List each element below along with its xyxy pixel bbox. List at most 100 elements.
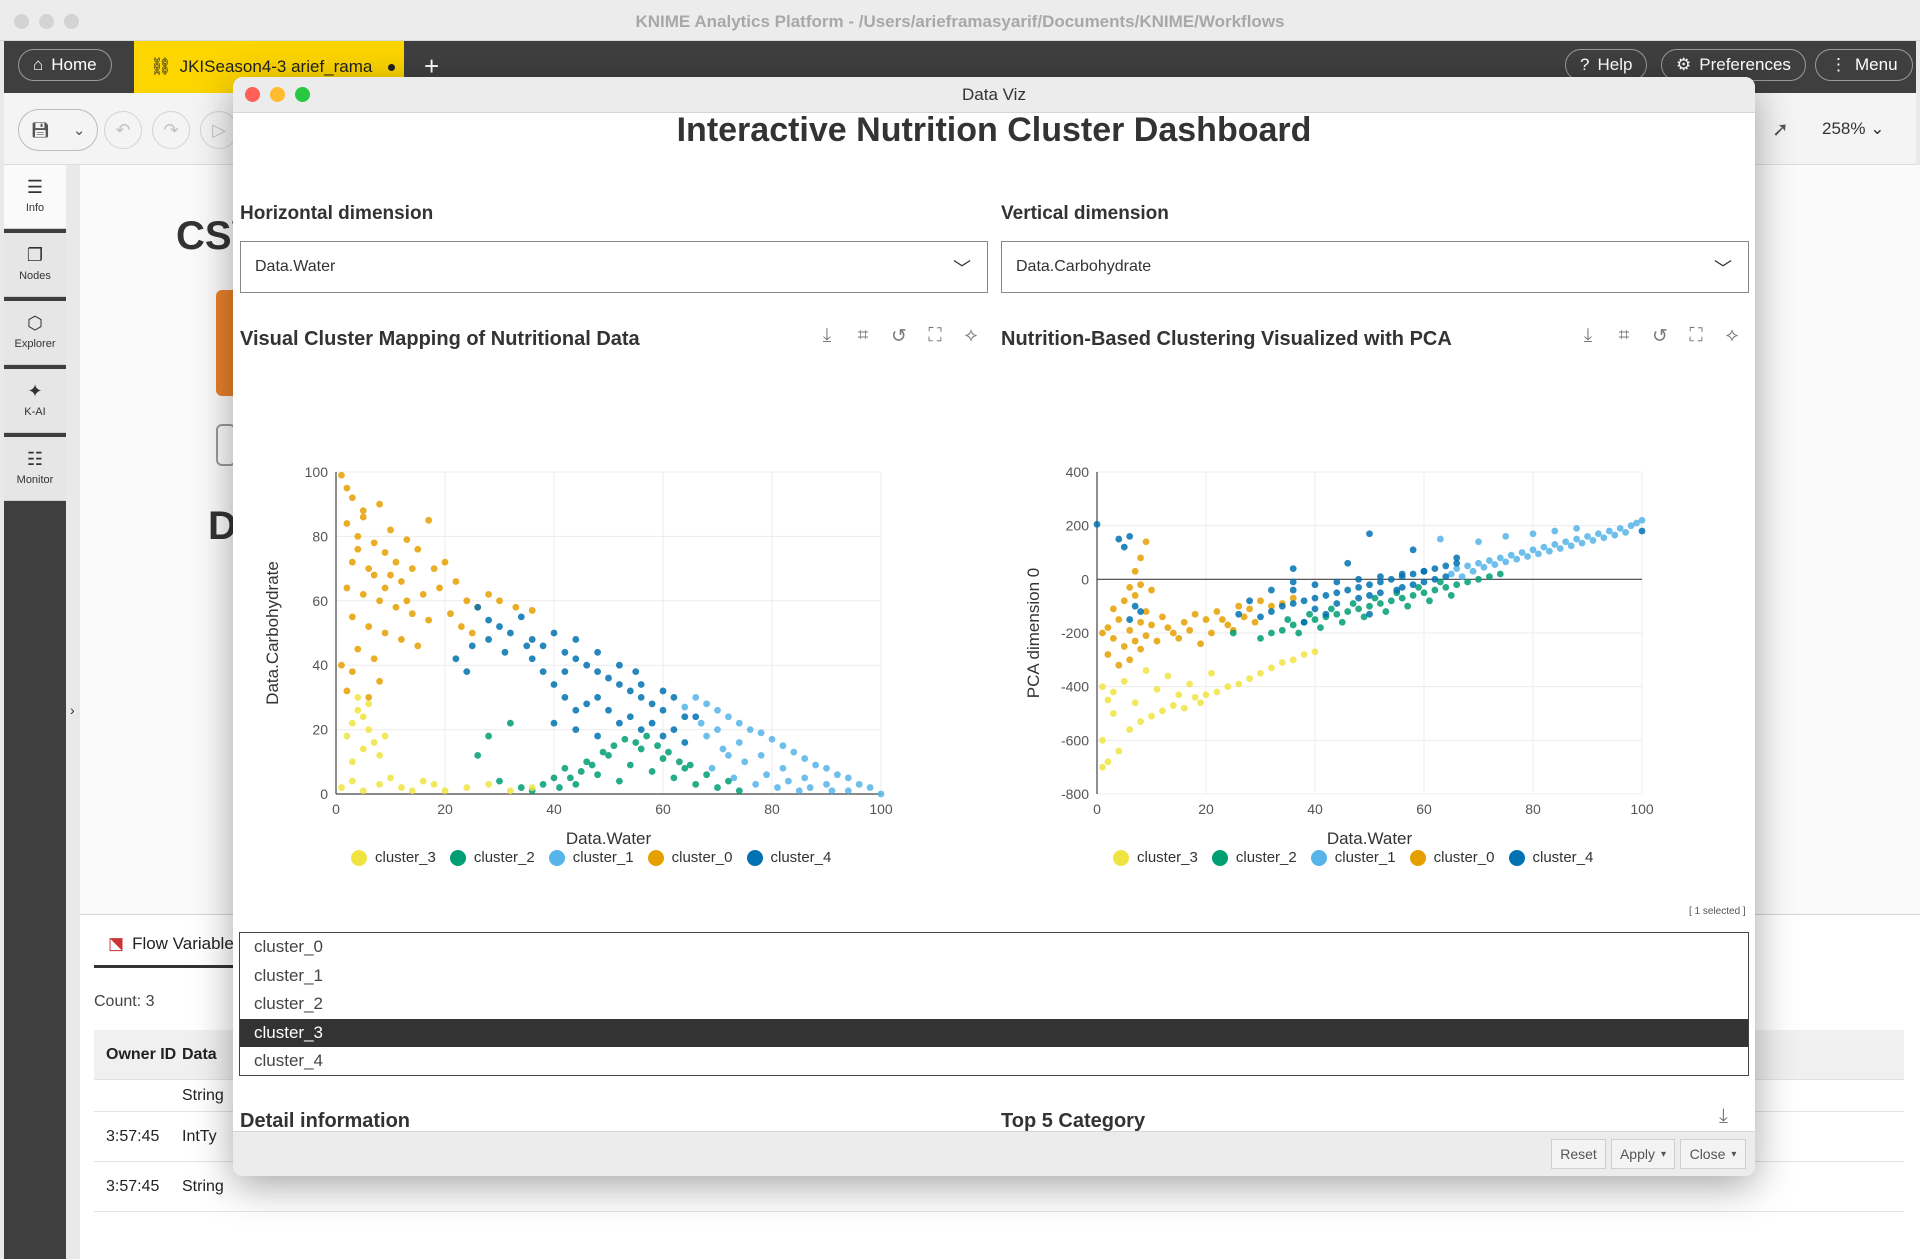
data-point[interactable] [1442,583,1450,591]
data-point[interactable] [670,694,678,701]
data-point[interactable] [485,636,492,643]
scatter-plot-pca[interactable]: 0 20 40 60 80 100 400 200 0 -200 -400 -600 -800 Data.… [994,377,1754,848]
data-point[interactable] [1300,651,1308,658]
data-point[interactable] [1311,594,1319,602]
minimize-window-icon[interactable] [270,87,285,102]
data-point[interactable] [348,758,356,766]
data-point[interactable] [1513,555,1521,563]
list-item-selected[interactable]: cluster_3 [240,1018,1748,1047]
data-point[interactable] [1224,621,1232,629]
data-point[interactable] [1235,602,1243,610]
legend-item[interactable]: cluster_0 [647,849,733,866]
list-item[interactable]: cluster_2 [254,994,323,1014]
data-point[interactable] [425,616,433,624]
data-point[interactable] [1584,533,1591,540]
data-point[interactable] [1469,567,1477,575]
data-point[interactable] [1420,578,1428,586]
data-point[interactable] [1464,578,1471,586]
data-point[interactable] [550,681,558,688]
data-point[interactable] [1535,550,1542,558]
data-point[interactable] [1344,586,1352,594]
data-point[interactable] [1126,533,1134,540]
data-point[interactable] [1524,553,1531,560]
data-point[interactable] [1278,602,1286,610]
data-point[interactable] [1595,530,1602,538]
data-point[interactable] [1153,685,1161,693]
data-point[interactable] [1567,542,1575,550]
data-point[interactable] [648,700,656,708]
data-point[interactable] [419,777,427,785]
data-point[interactable] [1213,688,1221,696]
data-point[interactable] [659,755,667,762]
data-point[interactable] [1257,613,1264,621]
data-point[interactable] [1387,575,1395,583]
data-point[interactable] [430,780,438,788]
data-point[interactable] [1224,683,1232,691]
data-point[interactable] [1377,573,1384,581]
data-point[interactable] [708,764,716,772]
data-point[interactable] [414,642,422,650]
data-point[interactable] [528,655,536,663]
data-point[interactable] [1120,677,1128,685]
data-point[interactable] [354,694,362,701]
data-point[interactable] [1159,613,1166,621]
data-point[interactable] [1377,578,1384,586]
data-point[interactable] [866,784,874,791]
data-point[interactable] [463,668,471,676]
scatter-plot-nutrition[interactable]: 0 20 40 60 80 100 0 20 40 60 80 100 Data.Water Data.C… [233,377,993,848]
window-controls[interactable] [14,14,79,29]
data-point[interactable] [1322,610,1330,618]
data-point[interactable] [1175,691,1183,699]
data-point[interactable] [1229,629,1237,637]
data-point[interactable] [365,700,373,708]
legend-item[interactable]: cluster_0 [1409,849,1495,866]
data-point[interactable] [1137,645,1144,653]
data-point[interactable] [1142,632,1150,640]
data-point[interactable] [844,787,852,795]
data-point[interactable] [637,681,645,688]
chart-svg[interactable]: 0 20 40 60 80 100 0 20 40 60 80 100 Data.Water Data.C… [233,377,993,848]
data-point[interactable] [1475,559,1482,567]
data-point[interactable] [474,751,482,759]
data-point[interactable] [621,735,629,743]
close-button[interactable]: Close ▾ [1680,1139,1746,1169]
data-point[interactable] [1573,535,1580,543]
data-point[interactable] [1611,531,1619,539]
data-point[interactable] [1295,629,1303,637]
data-point[interactable] [359,590,367,598]
data-point[interactable] [1289,600,1297,607]
data-point[interactable] [877,790,885,798]
home-button[interactable]: ⌂ Home [18,49,112,81]
data-point[interactable] [610,742,618,750]
data-point[interactable] [1213,608,1221,615]
data-point[interactable] [550,629,558,637]
data-point[interactable] [1148,621,1155,629]
data-point[interactable] [714,706,721,714]
data-point[interactable] [365,694,373,701]
download-icon[interactable]: ⤓ [1583,325,1593,346]
data-point[interactable] [436,584,443,592]
data-point[interactable] [1191,610,1199,618]
download-icon[interactable]: ⤓ [1719,1105,1728,1127]
data-point[interactable] [1338,618,1346,626]
sidebar-item-explorer[interactable]: ⬡ Explorer [4,301,66,365]
data-point[interactable] [441,787,449,795]
data-point[interactable] [1355,594,1362,602]
data-point[interactable] [1284,616,1292,623]
data-point[interactable] [343,520,351,527]
data-point[interactable] [632,668,640,676]
data-point[interactable] [452,655,460,663]
data-point[interactable] [725,777,732,785]
data-point[interactable] [1148,586,1155,594]
data-point[interactable] [1208,629,1215,637]
data-point[interactable] [1235,680,1243,688]
data-point[interactable] [392,558,400,566]
data-point[interactable] [408,787,416,795]
download-icon[interactable]: ⤓ [822,325,832,346]
data-point[interactable] [1404,602,1412,610]
data-point[interactable] [561,648,569,656]
data-point[interactable] [485,732,492,740]
list-item[interactable]: cluster_4 [254,1051,323,1071]
data-point[interactable] [1475,575,1482,583]
list-item[interactable]: cluster_1 [254,965,323,985]
